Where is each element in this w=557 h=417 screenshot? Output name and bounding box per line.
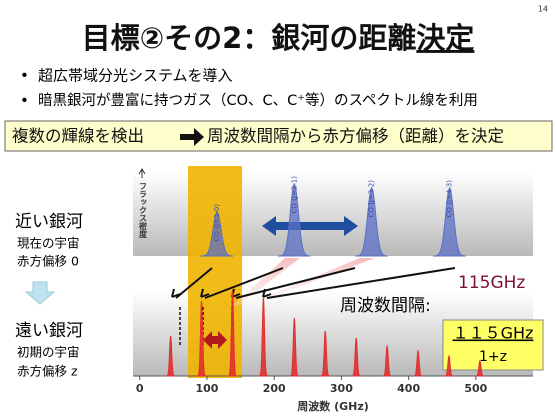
arrow <box>175 267 213 299</box>
page-number: 14 <box>538 5 548 14</box>
x-axis-label: 周波数 (GHz) <box>297 399 369 413</box>
bullet-dot: • <box>20 67 29 85</box>
title: 目標②その2：銀河の距離決定 <box>82 21 475 55</box>
title-main: 目標②その2：銀河の距離 <box>82 21 417 55</box>
spectral-line <box>200 211 234 257</box>
spectral-line <box>277 182 311 257</box>
y-axis-label: フラックス密度 <box>138 182 148 239</box>
x-tick-label: 300 <box>330 382 353 395</box>
x-tick-label: 100 <box>195 382 218 395</box>
banner-right: 周波数間隔から赤方偏移（距離）を決定 <box>207 127 504 146</box>
formula-box <box>442 319 544 371</box>
spectral-line <box>413 349 423 377</box>
title-emphasis: 決定 <box>416 21 474 55</box>
x-tick-label: 500 <box>464 382 487 395</box>
banner-left: 複数の輝線を検出 <box>12 127 144 146</box>
bullet-dot: • <box>20 92 29 110</box>
bullet: 暗黒銀河が豊富に持つガス（CO、C、C⁺等）のスペクトル線を利用 <box>38 91 478 109</box>
far-desc: 初期の宇宙 <box>17 345 80 360</box>
far-desc: 赤方偏移 z <box>17 364 78 379</box>
spectral-line <box>289 317 299 377</box>
down-arrow <box>24 281 56 305</box>
line-label: CO (J=4-3) <box>446 180 454 218</box>
spectral-line <box>382 344 392 377</box>
near-label: 近い銀河 <box>15 212 83 232</box>
spectral-line <box>432 186 466 257</box>
line-label: CO (J=2-1) <box>290 176 298 214</box>
near-desc: 赤方偏移 0 <box>17 254 79 269</box>
y-arrow <box>138 168 146 178</box>
arrow <box>266 267 456 299</box>
formula-top: １１５GHz <box>453 324 534 343</box>
x-tick-label: 400 <box>397 382 420 395</box>
near-desc: 現在の宇宙 <box>17 236 80 251</box>
arrow-head <box>200 288 210 298</box>
spacing-annotation: 周波数間隔: <box>340 296 431 316</box>
far-label: 遠い銀河 <box>15 321 83 341</box>
x-tick-label: 200 <box>263 382 286 395</box>
red-double-arrow <box>203 331 227 349</box>
shift-shade <box>258 258 375 300</box>
formula-bottom: 1+z <box>479 349 507 365</box>
spectral-line <box>474 360 485 377</box>
bullet: 超広帯域分光システムを導入 <box>38 67 233 85</box>
freq-annotation: 115GHz <box>458 273 525 293</box>
arrow <box>235 267 356 299</box>
shift-arrows <box>171 267 456 299</box>
spectral-line <box>196 300 206 377</box>
blue-double-arrow <box>262 216 358 236</box>
arrow <box>204 267 284 299</box>
spectral-line <box>320 330 330 377</box>
line-label: CO (J=1-0) <box>213 204 221 242</box>
spectral-line <box>227 290 237 377</box>
spectral-line <box>165 335 176 377</box>
spectral-line <box>443 354 454 377</box>
banner-arrow <box>180 128 204 146</box>
spectral-line <box>351 337 361 377</box>
spectral-line <box>258 297 268 377</box>
line-label: CO (J=3-2) <box>368 180 376 218</box>
spectral-line <box>354 186 388 257</box>
arrow-head <box>171 288 181 298</box>
x-tick-label: 0 <box>136 382 144 395</box>
arrow-head <box>262 288 272 298</box>
banner-box <box>4 120 553 152</box>
